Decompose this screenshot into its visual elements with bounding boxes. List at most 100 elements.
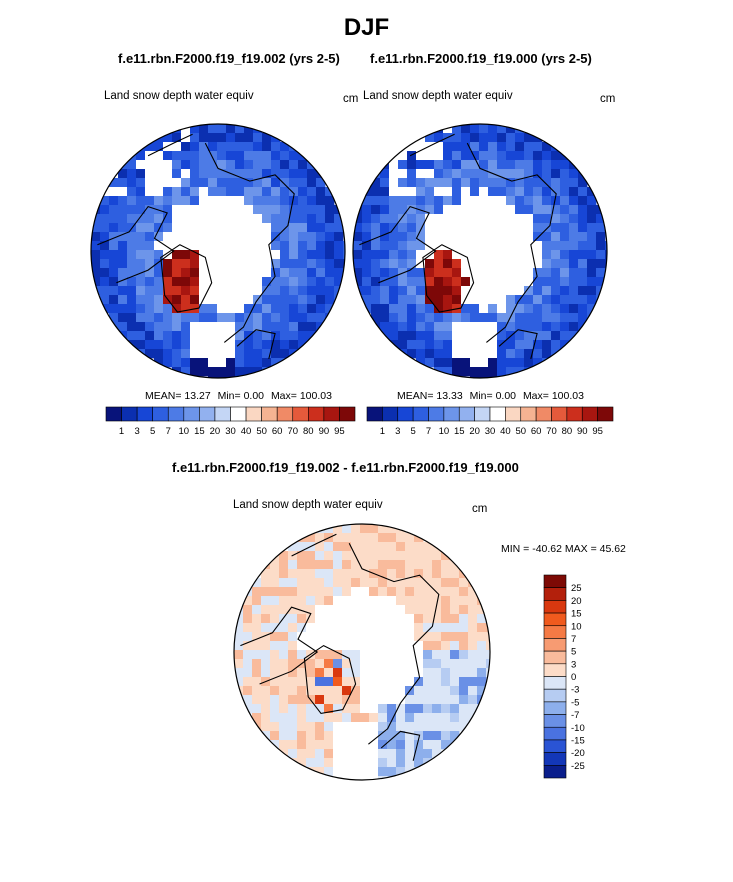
map-cell [271,349,281,359]
map-cell [432,740,442,750]
map-cell [488,187,498,197]
colorbar-box [543,612,567,627]
map-cell [145,223,155,233]
map-cell [468,704,478,714]
map-cell [324,731,334,741]
map-cell [262,322,272,332]
map-cell [324,659,334,669]
map-cell [488,124,498,134]
map-cell [325,259,335,269]
map-cell [452,322,462,332]
map-cell [470,205,480,215]
map-cell [407,214,417,224]
map-cell [468,623,478,633]
map-cell [351,776,361,780]
map-cell [253,358,263,368]
map-cell [387,659,397,669]
map-cell [533,340,543,350]
map-cell [497,142,507,152]
map-cell [333,641,343,651]
colorbar-tick-label: 15 [454,426,465,437]
map-cell [127,268,137,278]
map-cell [569,268,579,278]
map-cell [136,277,146,287]
map-cell [461,232,471,242]
map-cell [450,569,460,579]
map-cell [423,749,433,759]
map-cell [452,241,462,251]
map-cell [434,250,444,260]
map-cell [477,686,487,696]
map-cell [542,196,552,206]
map-cell [441,623,451,633]
map-cell [371,196,381,206]
map-cell [578,223,588,233]
map-cell [515,241,525,251]
map-cell [217,376,227,378]
map-cell [398,187,408,197]
map-cell [578,232,588,242]
map-cell [459,677,469,687]
colorbar-tick-label: 80 [562,426,573,437]
colorbar-tick-label: -15 [571,735,585,746]
map-cell [262,304,272,314]
map-cell [190,331,200,341]
polar-map-2 [352,123,608,379]
map-cell [208,340,218,350]
map-cell [252,614,262,624]
map-cell [252,677,262,687]
map-cell [280,295,290,305]
map-cell [369,758,379,768]
map-cell [405,650,415,660]
map-cell [461,196,471,206]
colorbar-tick-label: 60 [531,426,542,437]
map-cell [136,241,146,251]
map-cell [342,551,352,561]
map-cell [316,295,326,305]
map-cell [324,596,334,606]
map-cell [270,569,280,579]
map-cell [497,313,507,323]
map-cell [271,142,281,152]
map-cell [506,133,516,143]
map-cell [163,322,173,332]
map-cell [497,169,507,179]
map-cell [434,133,444,143]
map-cell [470,160,480,170]
map-cell [91,232,101,242]
map-cell [270,677,280,687]
map-cell [452,340,462,350]
map-cell [262,169,272,179]
colorbar-box [214,406,231,422]
map-cell [163,133,173,143]
map-cell [235,331,245,341]
map-cell [163,187,173,197]
map-cell [217,196,227,206]
map-cell [100,250,110,260]
map-cell [262,160,272,170]
map-cell [271,277,281,287]
map-cell [405,758,415,768]
colorbar-tick-label: 20 [469,426,480,437]
map-cell [118,205,128,215]
map-cell [253,133,263,143]
map-cell [506,304,516,314]
map-cell [560,223,570,233]
map-cell [315,686,325,696]
map-cell [441,587,451,597]
map-cell [333,740,343,750]
map-cell [307,277,317,287]
map-cell [262,214,272,224]
map-cell [297,704,307,714]
colorbar-tick-label: 7 [571,634,576,645]
map-cell [342,758,352,768]
panel-1-stats: MEAN= 13.27 Min= 0.00 Max= 100.03 [145,390,332,402]
map-cell [163,223,173,233]
map-cell [441,596,451,606]
map-cell [396,731,406,741]
map-cell [351,542,361,552]
map-cell [145,259,155,269]
map-cell [432,632,442,642]
map-cell [235,367,245,377]
map-cell [569,331,579,341]
